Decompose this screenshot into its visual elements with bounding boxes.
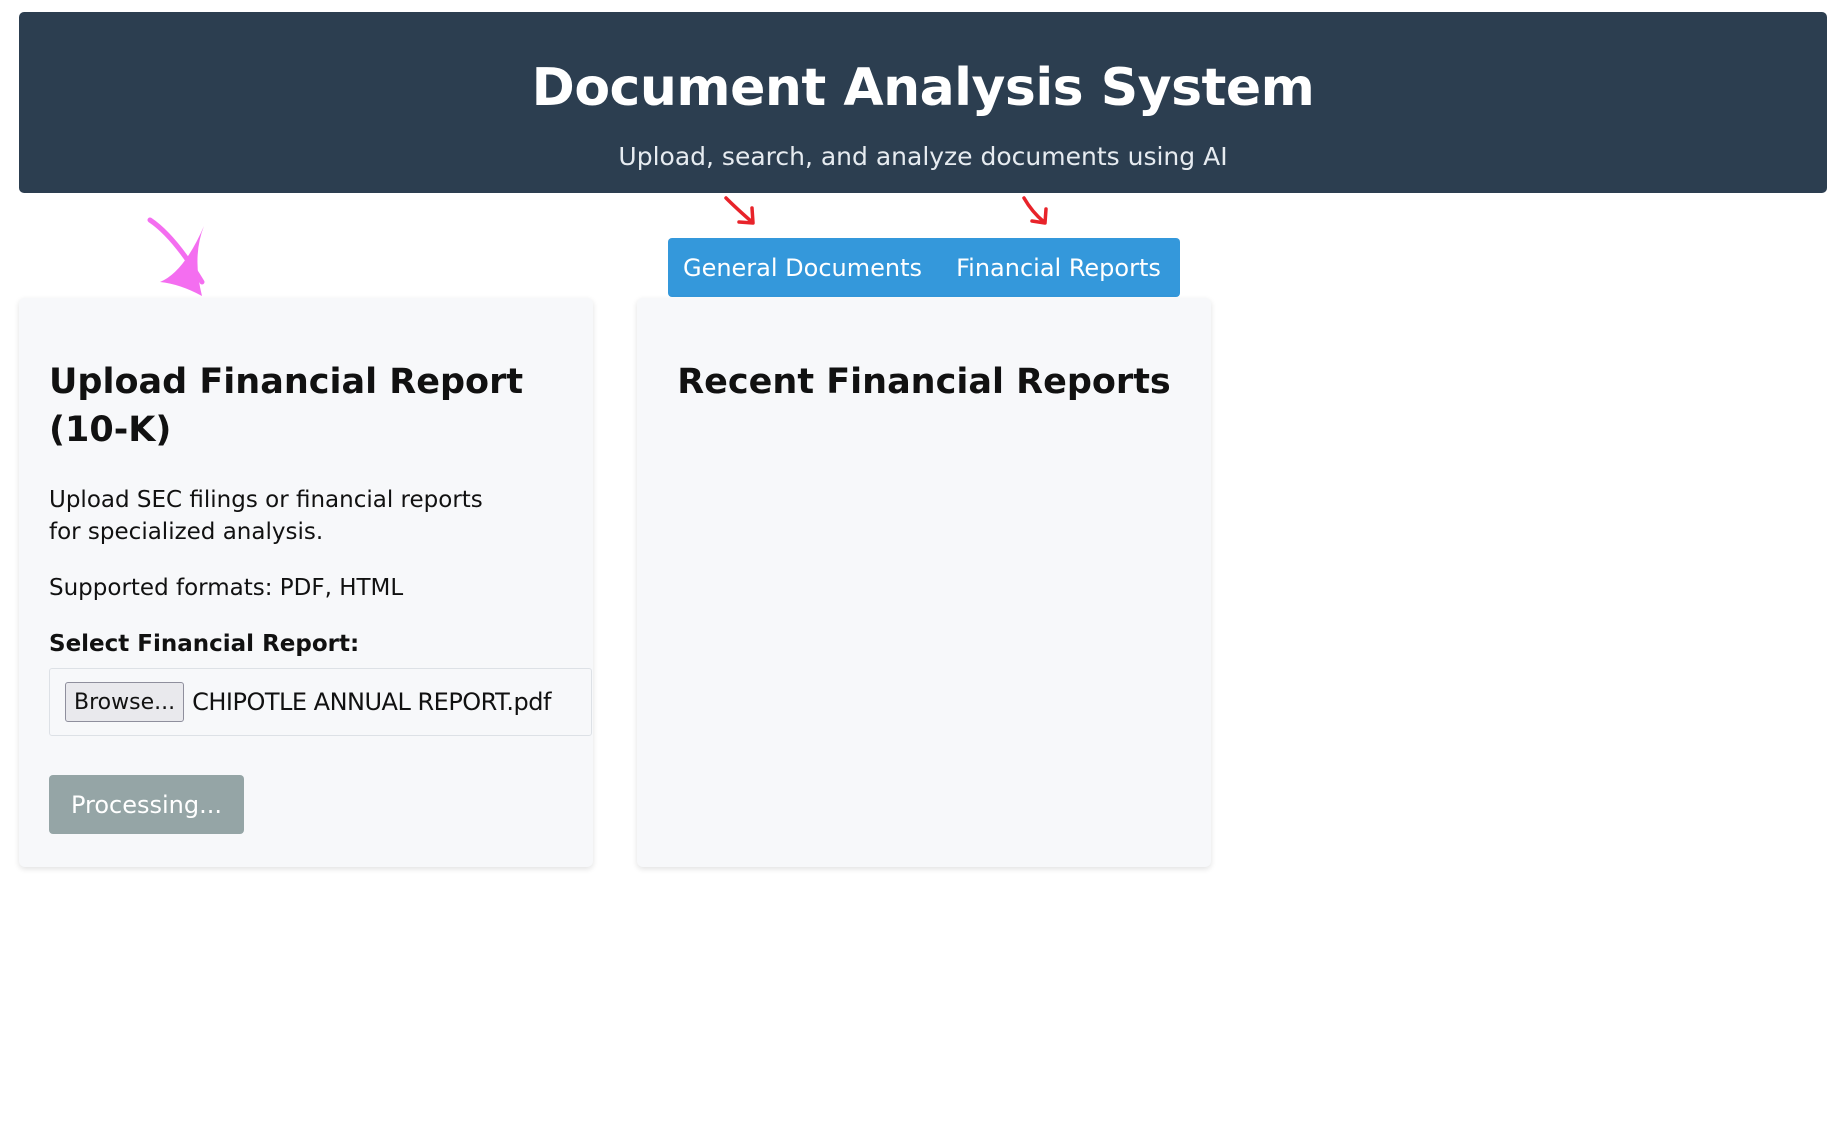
annotation-arrow-upload-icon <box>147 217 205 296</box>
upload-description: Upload SEC filings or financial reports … <box>49 487 483 545</box>
tab-financial-reports[interactable]: Financial Reports <box>937 238 1180 297</box>
annotation-arrow-financial-icon <box>1022 196 1048 225</box>
annotation-arrow-general-icon <box>724 196 755 225</box>
upload-card: Upload Financial Report (10-K) Upload SE… <box>19 298 593 867</box>
page-title: Document Analysis System <box>531 58 1315 118</box>
recent-reports-card: Recent Financial Reports <box>637 298 1211 867</box>
browse-button[interactable]: Browse... <box>65 682 185 722</box>
page-header: Document Analysis System Upload, search,… <box>19 12 1827 193</box>
tab-bar: General Documents Financial Reports <box>668 238 1180 297</box>
page-subtitle: Upload, search, and analyze documents us… <box>618 142 1228 171</box>
upload-submit-button[interactable]: Processing... <box>49 775 244 834</box>
file-input[interactable]: Browse... CHIPOTLE ANNUAL REPORT.pdf <box>49 668 592 736</box>
file-field-label: Select Financial Report: <box>49 631 360 657</box>
supported-formats: Supported formats: PDF, HTML <box>49 575 404 601</box>
selected-file-name: CHIPOTLE ANNUAL REPORT.pdf <box>192 688 551 716</box>
recent-reports-title: Recent Financial Reports <box>677 362 1171 402</box>
tab-general-documents[interactable]: General Documents <box>668 238 937 297</box>
upload-card-title: Upload Financial Report (10-K) <box>49 362 524 450</box>
